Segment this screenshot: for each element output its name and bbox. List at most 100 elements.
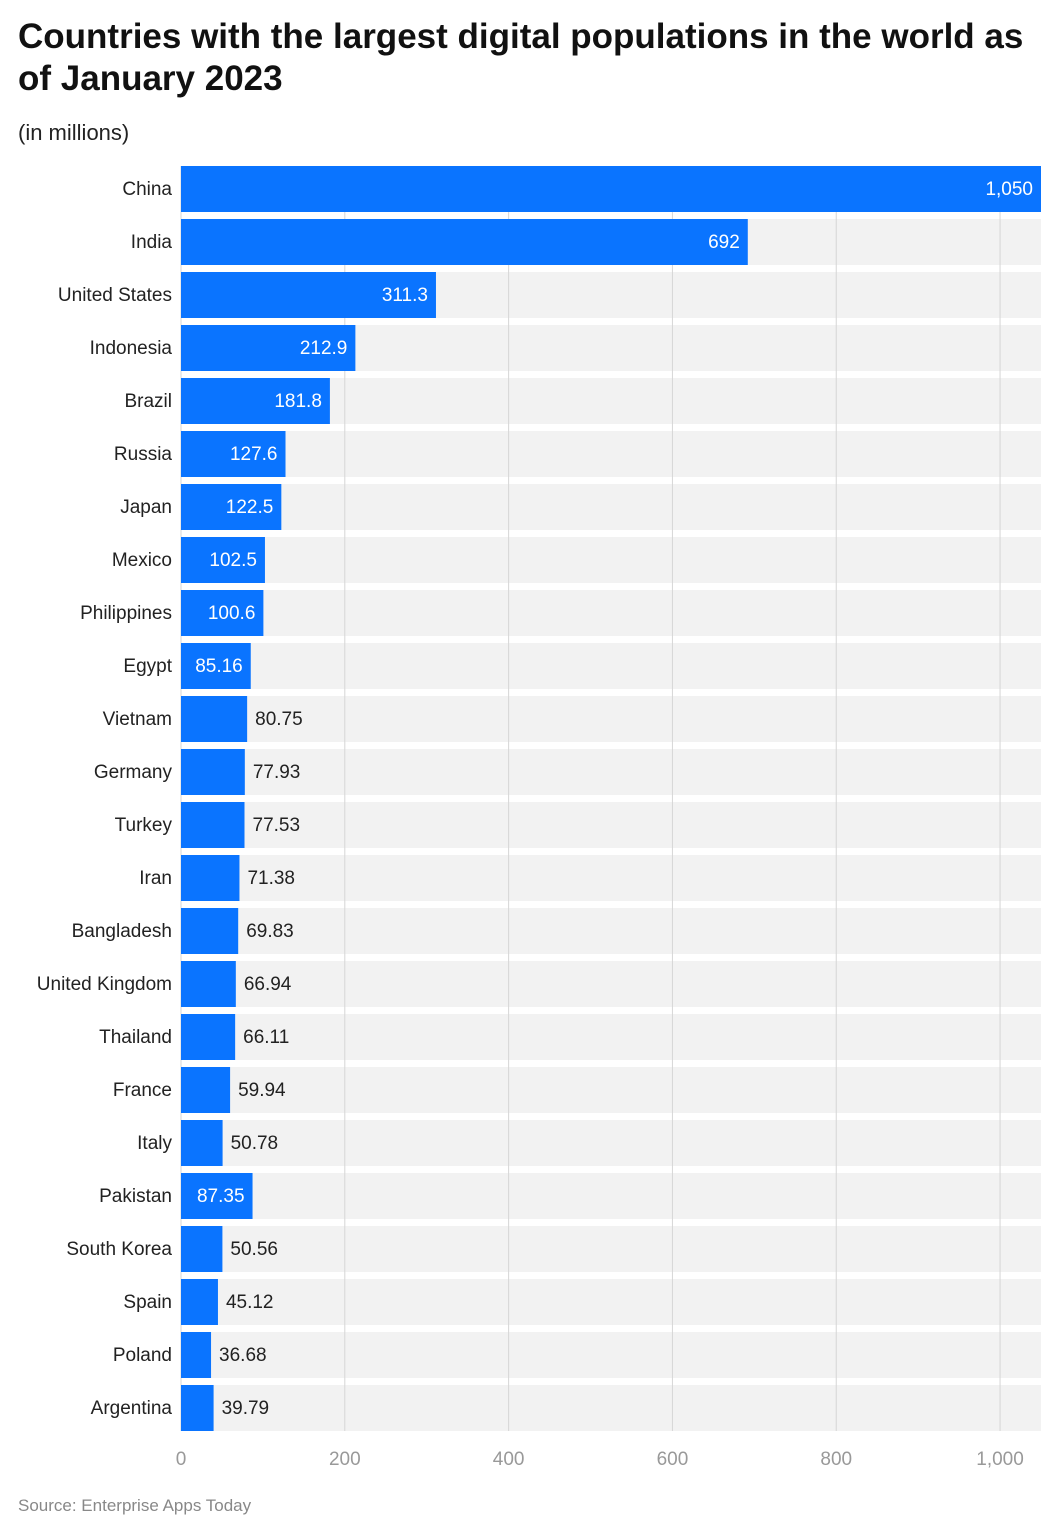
value-label: 59.94 [238, 1080, 286, 1101]
bar [181, 802, 245, 848]
row-background [181, 1385, 1041, 1431]
bar [181, 590, 264, 636]
row-background [181, 484, 1041, 530]
value-label: 692 [708, 232, 740, 253]
value-label: 69.83 [246, 921, 294, 942]
value-label: 212.9 [300, 338, 348, 359]
value-label: 50.78 [231, 1133, 279, 1154]
value-label: 102.5 [209, 550, 257, 571]
bar [181, 1067, 231, 1113]
row-background [181, 1067, 1041, 1113]
row-background [181, 696, 1041, 742]
bar [181, 484, 282, 530]
value-label: 77.93 [253, 762, 301, 783]
value-label: 122.5 [226, 497, 274, 518]
value-label: 66.11 [243, 1027, 289, 1048]
row-background [181, 431, 1041, 477]
x-tick-label: 200 [329, 1449, 361, 1470]
bar [181, 1332, 212, 1378]
row-background [181, 1014, 1041, 1060]
value-label: 45.12 [226, 1292, 274, 1313]
value-label: 36.68 [219, 1345, 267, 1366]
value-label: 1,050 [985, 179, 1033, 200]
bar [181, 1279, 218, 1325]
y-tick-label: Spain [123, 1292, 172, 1313]
value-label: 311.3 [382, 285, 428, 306]
bar [181, 855, 240, 901]
x-tick-label: 1,000 [976, 1449, 1024, 1470]
value-label: 87.35 [197, 1186, 245, 1207]
row-background [181, 855, 1041, 901]
y-tick-label: Argentina [91, 1398, 173, 1419]
value-label: 71.38 [247, 868, 295, 889]
value-label: 50.56 [230, 1239, 278, 1260]
bar [181, 272, 436, 318]
bar [181, 961, 236, 1007]
bar [181, 908, 239, 954]
y-tick-label: South Korea [66, 1239, 172, 1260]
y-tick-label: India [131, 232, 173, 253]
source: Source: Enterprise Apps Today [18, 1496, 252, 1515]
y-tick-label: Pakistan [99, 1186, 172, 1207]
row-background [181, 537, 1041, 583]
row-background [181, 961, 1041, 1007]
y-tick-label: United States [58, 285, 172, 306]
row-background [181, 590, 1041, 636]
y-tick-label: France [113, 1080, 172, 1101]
y-tick-label: Philippines [80, 603, 172, 624]
row-background [181, 643, 1041, 689]
x-tick-label: 400 [493, 1449, 525, 1470]
value-label: 80.75 [255, 709, 303, 730]
y-tick-label: Brazil [124, 391, 172, 412]
bar [181, 537, 265, 583]
y-tick-label: Indonesia [90, 338, 173, 359]
x-tick-label: 800 [820, 1449, 852, 1470]
bar [181, 749, 245, 795]
chart: 0 200 400 600 800 1,000 China 1,050 India 692 Unit… [37, 166, 1041, 1470]
row-background [181, 802, 1041, 848]
value-label: 127.6 [230, 444, 278, 465]
bar [181, 431, 286, 477]
bar [181, 643, 251, 689]
y-tick-label: Italy [137, 1133, 172, 1154]
bar [181, 1173, 253, 1219]
y-tick-label: China [122, 179, 172, 200]
y-tick-label: Japan [120, 497, 172, 518]
value-label: 66.94 [244, 974, 292, 995]
y-tick-label: Poland [113, 1345, 172, 1366]
row-background [181, 1279, 1041, 1325]
y-tick-label: Mexico [112, 550, 172, 571]
bar [181, 378, 330, 424]
bar [181, 1226, 223, 1272]
y-tick-label: Vietnam [103, 709, 172, 730]
value-label: 39.79 [222, 1398, 270, 1419]
x-tick-label: 600 [657, 1449, 689, 1470]
y-tick-label: Russia [114, 444, 173, 465]
row-background [181, 908, 1041, 954]
bar [181, 696, 248, 742]
y-tick-label: Iran [139, 868, 172, 889]
row-background [181, 1332, 1041, 1378]
row-background [181, 1120, 1041, 1166]
bar [181, 1120, 223, 1166]
chart-title: Countries with the largest digital popul… [18, 17, 1024, 98]
y-tick-label: United Kingdom [37, 974, 172, 995]
y-tick-label: Germany [94, 762, 173, 783]
row-background [181, 1226, 1041, 1272]
y-tick-label: Bangladesh [72, 921, 172, 942]
value-label: 100.6 [208, 603, 256, 624]
y-tick-label: Egypt [123, 656, 172, 677]
value-label: 181.8 [274, 391, 322, 412]
bar [181, 1385, 214, 1431]
row-background [181, 1173, 1041, 1219]
bar [181, 219, 748, 265]
bar [181, 166, 1041, 212]
bar [181, 1014, 236, 1060]
y-tick-label: Turkey [115, 815, 173, 836]
chart-subtitle: (in millions) [18, 120, 130, 145]
value-label: 77.53 [253, 815, 301, 836]
bar [181, 325, 356, 371]
row-background [181, 749, 1041, 795]
value-label: 85.16 [195, 656, 243, 677]
